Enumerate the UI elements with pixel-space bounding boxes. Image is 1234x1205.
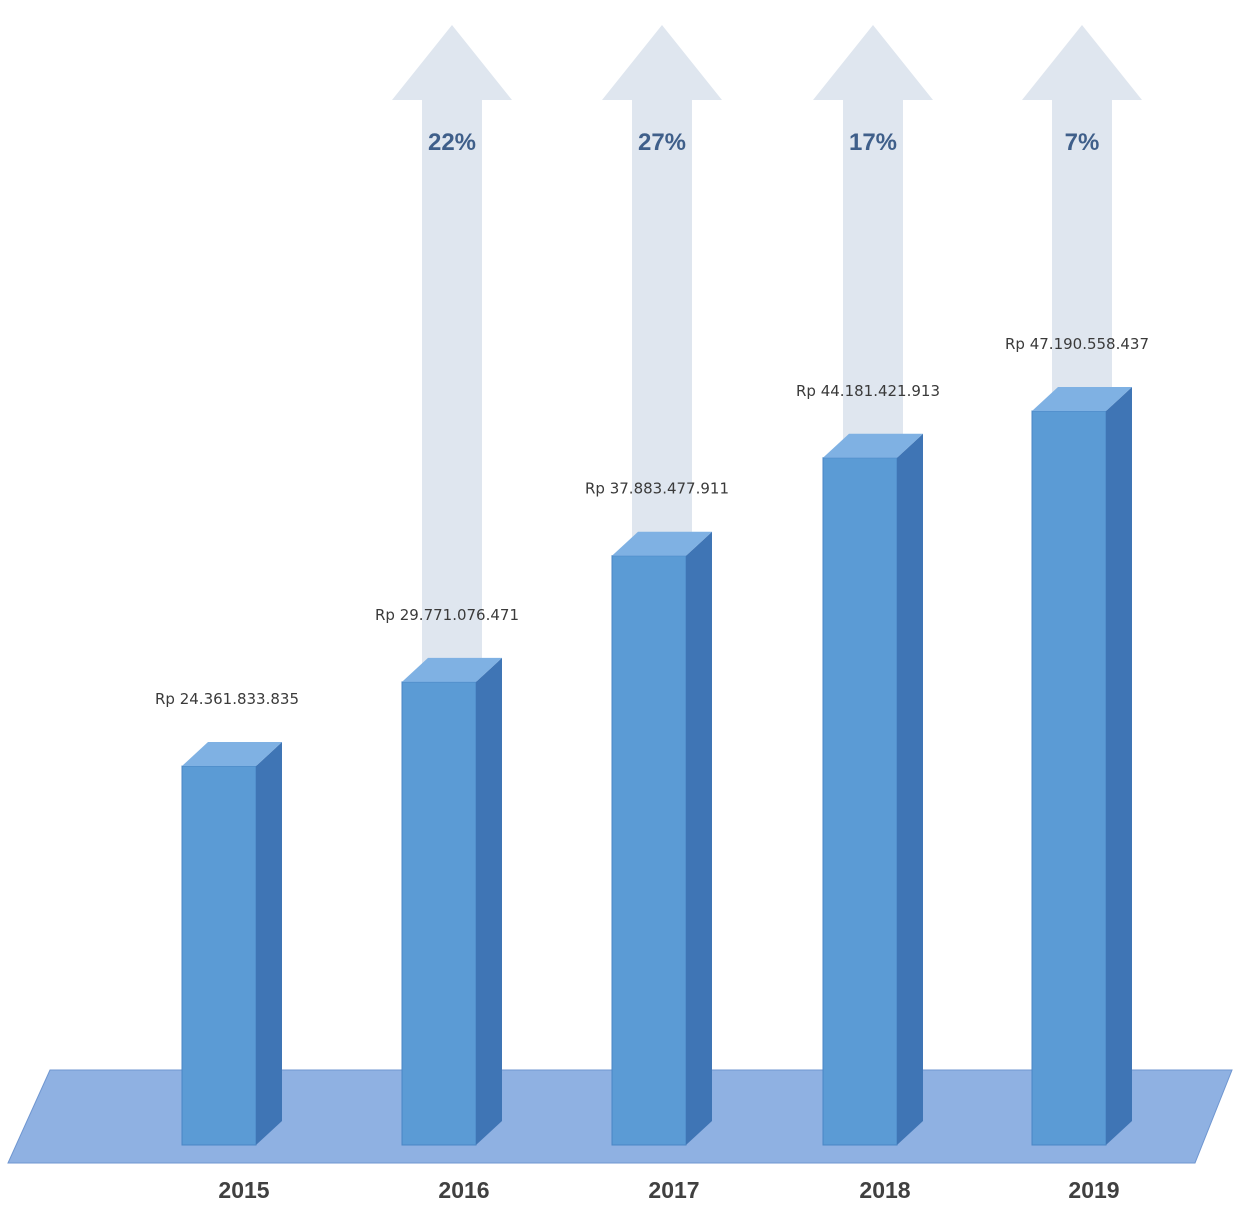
bars [181, 386, 1132, 1146]
category-label-2018: 2018 [859, 1177, 910, 1203]
value-label-2015: Rp 24.361.833.835 [155, 690, 299, 708]
category-label-2017: 2017 [648, 1177, 699, 1203]
growth-label-2016: 22% [428, 129, 476, 156]
growth-label-2017: 27% [638, 129, 686, 156]
growth-label-2019: 7% [1065, 129, 1100, 156]
bar-2015 [181, 742, 282, 1146]
growth-arrow-2016 [392, 25, 512, 692]
value-label-2016: Rp 29.771.076.471 [375, 606, 519, 624]
growth-label-2018: 17% [849, 129, 897, 156]
labels: Rp 24.361.833.835 2015 22% Rp 29.771.076.47… [155, 129, 1149, 1203]
category-label-2015: 2015 [218, 1177, 269, 1203]
bar-2016 [401, 657, 502, 1146]
bar-2019 [1031, 386, 1132, 1146]
value-label-2018: Rp 44.181.421.913 [796, 382, 940, 400]
value-label-2017: Rp 37.883.477.911 [585, 480, 729, 498]
growth-arrows [392, 25, 1142, 692]
value-label-2019: Rp 47.190.558.437 [1005, 335, 1149, 353]
growth-arrow-2017 [602, 25, 722, 566]
category-label-2019: 2019 [1068, 1177, 1119, 1203]
growth-arrow-2019 [1022, 25, 1142, 421]
growth-arrow-2018 [813, 25, 933, 468]
category-label-2016: 2016 [438, 1177, 489, 1203]
bar-2018 [822, 433, 923, 1146]
bar-2017 [611, 531, 712, 1146]
